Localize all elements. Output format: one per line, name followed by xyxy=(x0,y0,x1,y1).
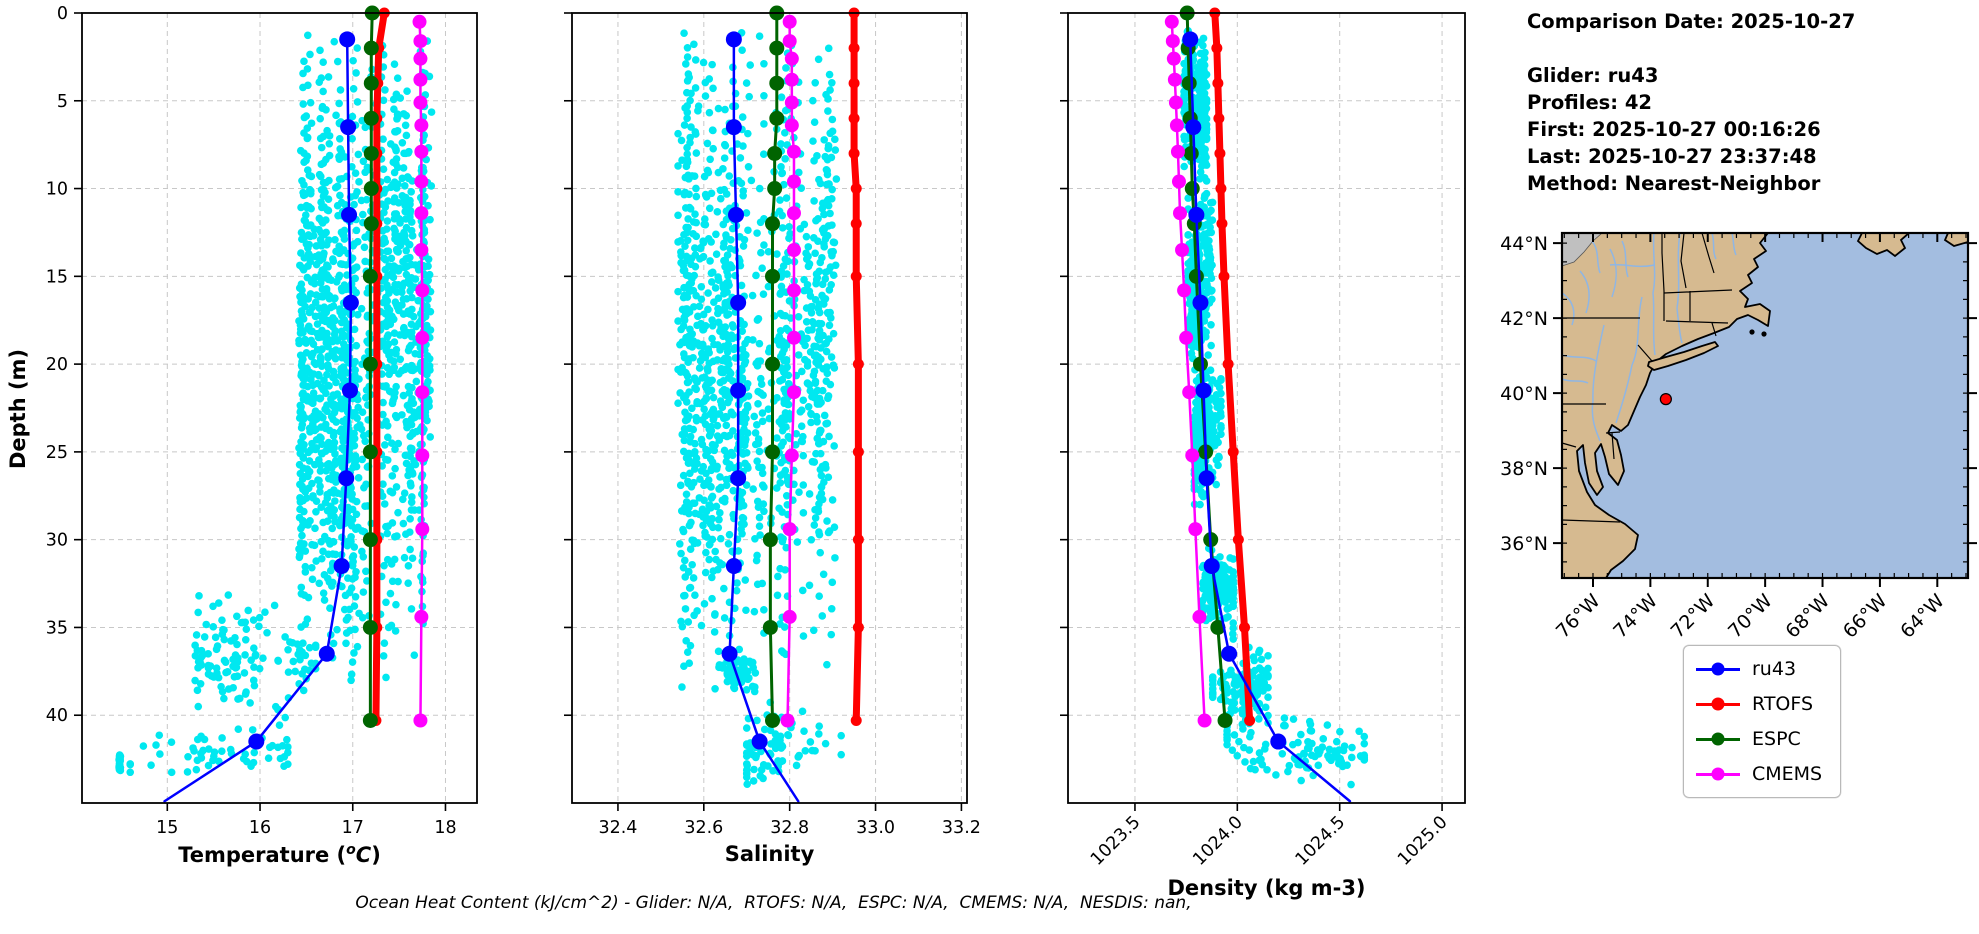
svg-text:76°W: 76°W xyxy=(1552,590,1605,643)
depth-axis-label: Depth (m) xyxy=(6,348,30,470)
svg-text:72°W: 72°W xyxy=(1667,590,1720,643)
svg-text:1023.5: 1023.5 xyxy=(1087,812,1144,869)
glider-location-map: 76°W 74°W 72°W 70°W 68°W 66°W 64°W 44°N 42°N 40°N… xyxy=(1500,231,1977,643)
svg-text:1024.0: 1024.0 xyxy=(1189,812,1246,869)
legend-item-ru43: ru43 xyxy=(1696,658,1822,680)
ocean-heat-content-note: Ocean Heat Content (kJ/cm^2) - Glider: N… xyxy=(355,893,1192,913)
svg-text:30: 30 xyxy=(46,531,68,551)
method-text: Method: Nearest-Neighbor xyxy=(1527,172,1821,195)
legend-label: RTOFS xyxy=(1752,693,1814,715)
legend-label: ESPC xyxy=(1752,728,1801,750)
cmems-line-swatch xyxy=(1696,767,1740,781)
rtofs-line-swatch xyxy=(1696,697,1740,711)
svg-text:64°W: 64°W xyxy=(1896,590,1949,643)
espc-marker-icon xyxy=(1711,732,1725,746)
svg-text:40: 40 xyxy=(46,706,68,726)
ru43-marker-icon xyxy=(1711,662,1725,676)
svg-text:10: 10 xyxy=(46,180,68,200)
legend-label: CMEMS xyxy=(1752,763,1823,785)
profiles-count-text: Profiles: 42 xyxy=(1527,91,1652,114)
legend-item-rtofs: RTOFS xyxy=(1696,693,1822,715)
svg-text:20: 20 xyxy=(46,355,68,375)
svg-text:15: 15 xyxy=(46,267,68,287)
svg-text:36°N: 36°N xyxy=(1500,533,1548,555)
info-spacer xyxy=(1527,35,1855,62)
svg-text:38°N: 38°N xyxy=(1500,458,1548,480)
density-axis-label: Density (kg m-3) xyxy=(1167,876,1366,900)
salinity-profile-chart: 32.4 32.6 32.8 33.0 33.2 xyxy=(564,5,981,838)
svg-text:17: 17 xyxy=(342,818,364,838)
density-profile-chart: 1023.5 1024.0 1024.5 1025.0 xyxy=(1060,5,1466,870)
svg-text:70°W: 70°W xyxy=(1724,590,1777,643)
rtofs-marker-icon xyxy=(1711,697,1725,711)
last-profile-time-text: Last: 2025-10-27 23:37:48 xyxy=(1527,145,1817,168)
espc-line-swatch xyxy=(1696,732,1740,746)
legend-label: ru43 xyxy=(1752,658,1797,680)
svg-text:18: 18 xyxy=(434,818,456,838)
cmems-marker-icon xyxy=(1711,767,1725,781)
svg-text:32.8: 32.8 xyxy=(770,818,809,838)
svg-text:35: 35 xyxy=(46,618,68,638)
glider-name-text: Glider: ru43 xyxy=(1527,64,1659,87)
svg-text:33.0: 33.0 xyxy=(856,818,895,838)
svg-text:32.4: 32.4 xyxy=(598,818,637,838)
svg-text:15: 15 xyxy=(156,818,178,838)
svg-text:32.6: 32.6 xyxy=(684,818,723,838)
svg-text:0: 0 xyxy=(57,4,68,24)
svg-text:42°N: 42°N xyxy=(1500,308,1548,330)
salinity-axis-label: Salinity xyxy=(724,842,815,866)
svg-text:5: 5 xyxy=(57,92,68,112)
svg-text:33.2: 33.2 xyxy=(942,818,981,838)
glider-position-marker xyxy=(1659,393,1672,406)
temperature-axis-label: Temperature (oC) xyxy=(178,842,381,867)
first-profile-time-text: First: 2025-10-27 00:16:26 xyxy=(1527,118,1821,141)
comparison-date-text: Comparison Date: 2025-10-27 xyxy=(1527,10,1856,33)
svg-text:16: 16 xyxy=(249,818,271,838)
ru43-line-swatch xyxy=(1696,662,1740,676)
legend-item-espc: ESPC xyxy=(1696,728,1822,750)
svg-text:1025.0: 1025.0 xyxy=(1394,812,1451,869)
svg-text:74°W: 74°W xyxy=(1609,590,1662,643)
temperature-profile-chart: 15 16 17 18 0 5 10 15 20 25 30 35 40 xyxy=(46,4,478,838)
svg-text:44°N: 44°N xyxy=(1500,233,1548,255)
svg-text:66°W: 66°W xyxy=(1839,590,1892,643)
svg-text:25: 25 xyxy=(46,443,68,463)
legend-item-cmems: CMEMS xyxy=(1696,763,1822,785)
svg-text:40°N: 40°N xyxy=(1500,383,1548,405)
svg-text:68°W: 68°W xyxy=(1781,590,1834,643)
legend: ru43 RTOFS ESPC CMEMS xyxy=(1683,645,1842,798)
comparison-info-panel: Comparison Date: 2025-10-27 Glider: ru43… xyxy=(1527,8,1855,197)
svg-text:1024.5: 1024.5 xyxy=(1292,812,1349,869)
